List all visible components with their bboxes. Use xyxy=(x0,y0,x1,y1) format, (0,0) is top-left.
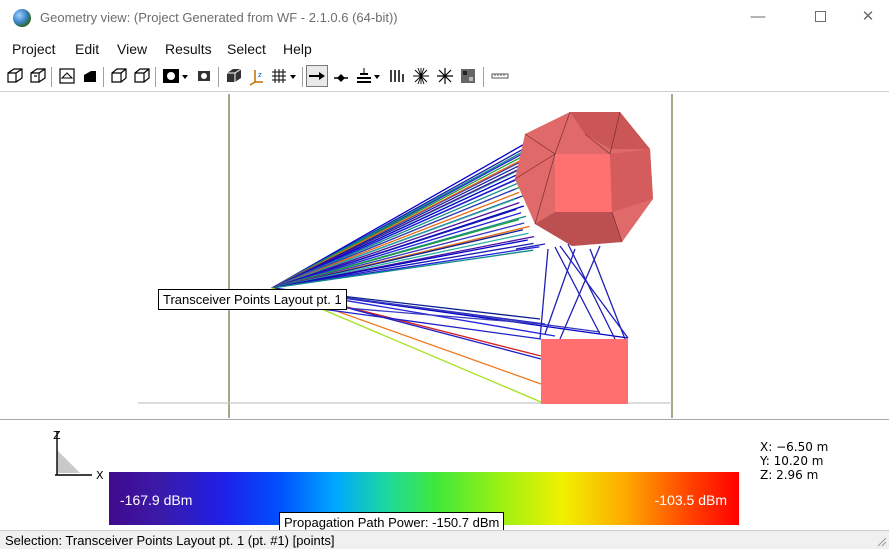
axis-xyz-icon[interactable]: z xyxy=(246,65,268,87)
toolbar: z xyxy=(0,62,889,92)
open-box-icon[interactable] xyxy=(4,65,26,87)
menu-view[interactable]: View xyxy=(117,41,148,57)
propagation-path xyxy=(271,201,520,289)
axis-triad-plane xyxy=(57,450,80,473)
propagation-path xyxy=(271,137,536,289)
toolbar-separator xyxy=(51,67,52,87)
axis-triad: Z X xyxy=(53,429,104,482)
box-object[interactable] xyxy=(541,339,628,404)
app-globe-icon xyxy=(13,9,31,27)
z-axis-label: Z xyxy=(53,429,61,442)
propagation-paths xyxy=(271,137,629,403)
sphere-facet-right xyxy=(610,149,653,212)
propagation-path xyxy=(271,232,529,289)
toolbar-separator xyxy=(483,67,484,87)
menu-edit[interactable]: Edit xyxy=(75,41,100,57)
propagation-path xyxy=(271,147,530,289)
x-axis-label: X xyxy=(96,469,104,482)
path-diamond-icon[interactable] xyxy=(330,65,352,87)
sphere-facet-front xyxy=(555,154,612,212)
toolbar-separator xyxy=(103,67,104,87)
reflection-path xyxy=(559,245,601,340)
coord-y: Y: 10.20 m xyxy=(760,454,824,468)
sphere-object[interactable] xyxy=(514,111,653,246)
svg-text:z: z xyxy=(258,71,262,79)
propagation-path xyxy=(321,308,542,340)
toolbar-separator xyxy=(302,67,303,87)
maximize-button[interactable] xyxy=(797,0,843,32)
reflection-path xyxy=(539,248,549,340)
resize-grip-icon[interactable] xyxy=(875,535,887,547)
minimize-button[interactable]: — xyxy=(750,7,766,25)
perspective-icon[interactable] xyxy=(56,65,78,87)
reflection-path xyxy=(589,248,626,340)
propagation-path xyxy=(271,181,521,289)
propagation-path xyxy=(271,242,534,289)
reflection-path xyxy=(567,243,616,340)
path-power-tooltip: Propagation Path Power: -150.7 dBm xyxy=(279,512,505,533)
solid-shading-icon[interactable] xyxy=(79,65,101,87)
burst-icon[interactable] xyxy=(410,65,432,87)
transceiver-label: Transceiver Points Layout pt. 1 xyxy=(158,289,347,310)
menu-help[interactable]: Help xyxy=(283,41,312,57)
wireframe-box-icon[interactable] xyxy=(108,65,130,87)
cursor-coordinates: X: −6.50 m Y: 10.20 m Z: 2.96 m xyxy=(760,440,828,482)
sphere-facet-top xyxy=(570,112,650,149)
toolbar-separator xyxy=(218,67,219,87)
path-arrow-icon[interactable] xyxy=(306,65,328,87)
camera-icon[interactable] xyxy=(160,65,190,87)
scene-canvas xyxy=(138,94,673,418)
propagation-path xyxy=(271,212,522,289)
maximize-icon xyxy=(814,10,826,22)
geometry-viewport[interactable]: Transceiver Points Layout pt. 1 xyxy=(0,94,889,418)
status-bar: Selection: Transceiver Points Layout pt.… xyxy=(0,530,889,549)
propagation-path xyxy=(271,239,528,289)
antenna-stack-icon[interactable] xyxy=(353,65,383,87)
reflection-path xyxy=(544,248,576,335)
propagation-path xyxy=(271,249,534,289)
sparkle-icon[interactable] xyxy=(434,65,456,87)
propagation-path xyxy=(271,198,516,289)
sphere-facet-bottom xyxy=(535,212,622,246)
menu-results[interactable]: Results xyxy=(165,41,212,57)
colorbar-max-label: -103.5 dBm xyxy=(654,492,727,508)
legend-panel: Z X -167.9 dBm -103.5 dBm X: −6.50 m Y: … xyxy=(0,419,889,533)
reflection-path xyxy=(515,243,546,250)
coord-z: Z: 2.96 m xyxy=(760,468,819,482)
menu-bar: Project Edit View Results Select Help xyxy=(0,38,889,60)
menu-project[interactable]: Project xyxy=(12,41,56,57)
propagation-path xyxy=(271,229,524,289)
propagation-path xyxy=(271,188,516,289)
coord-x: X: −6.50 m xyxy=(760,440,829,454)
solid-cube-icon[interactable] xyxy=(223,65,245,87)
open-box-alt-icon[interactable] xyxy=(27,65,49,87)
propagation-path xyxy=(271,157,525,289)
propagation-path xyxy=(271,222,525,289)
status-text: Selection: Transceiver Points Layout pt.… xyxy=(5,533,335,548)
grid-icon[interactable] xyxy=(269,65,299,87)
propagation-path xyxy=(271,218,520,289)
close-button[interactable]: ✕ xyxy=(861,8,875,25)
title-bar: Geometry view: (Project Generated from W… xyxy=(0,0,889,38)
propagation-path xyxy=(271,168,521,289)
ruler-icon[interactable] xyxy=(489,65,511,87)
window-title: Geometry view: (Project Generated from W… xyxy=(40,10,398,25)
colorbar-min-label: -167.9 dBm xyxy=(120,492,193,508)
colormap-icon[interactable] xyxy=(457,65,479,87)
wireframe-box-alt-icon[interactable] xyxy=(131,65,153,87)
sphere-edges xyxy=(514,111,623,243)
propagation-path xyxy=(271,178,518,289)
menu-select[interactable]: Select xyxy=(227,41,266,57)
propagation-path xyxy=(271,191,520,289)
toolbar-separator xyxy=(155,67,156,87)
bars-icon[interactable] xyxy=(386,65,408,87)
propagation-path xyxy=(321,305,542,325)
reflection-path xyxy=(554,246,601,335)
rotate-view-icon[interactable] xyxy=(193,65,215,87)
propagation-path xyxy=(271,208,517,289)
